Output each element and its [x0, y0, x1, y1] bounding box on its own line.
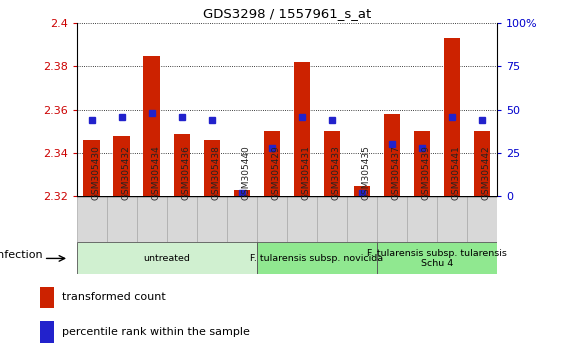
Bar: [257, 242, 377, 274]
Bar: [264, 131, 280, 196]
Text: GSM305436: GSM305436: [182, 145, 191, 200]
Text: GSM305432: GSM305432: [122, 145, 131, 200]
Text: GSM305437: GSM305437: [392, 145, 401, 200]
Text: GSM305434: GSM305434: [152, 145, 161, 200]
Text: GSM305441: GSM305441: [452, 145, 461, 200]
Bar: [354, 185, 370, 196]
Bar: [173, 133, 190, 196]
Bar: [107, 196, 137, 242]
Bar: [317, 196, 347, 242]
Bar: [257, 196, 287, 242]
Bar: [347, 196, 377, 242]
Bar: [324, 131, 340, 196]
Text: GSM305431: GSM305431: [302, 145, 311, 200]
Bar: [444, 38, 460, 196]
Bar: [40, 287, 54, 308]
Bar: [414, 131, 430, 196]
Text: F. tularensis subsp. novicida: F. tularensis subsp. novicida: [250, 254, 383, 263]
Bar: [137, 196, 167, 242]
Bar: [77, 196, 107, 242]
Text: GSM305435: GSM305435: [362, 145, 371, 200]
Text: GSM305442: GSM305442: [482, 145, 491, 200]
Bar: [227, 196, 257, 242]
Text: transformed count: transformed count: [62, 292, 166, 302]
Bar: [197, 196, 227, 242]
Text: GSM305439: GSM305439: [422, 145, 431, 200]
Bar: [114, 136, 130, 196]
Bar: [233, 190, 250, 196]
Bar: [377, 242, 497, 274]
Bar: [287, 196, 317, 242]
Bar: [77, 242, 257, 274]
Text: GSM305433: GSM305433: [332, 145, 341, 200]
Bar: [203, 140, 220, 196]
Text: infection: infection: [0, 250, 42, 260]
Bar: [40, 321, 54, 343]
Text: GSM305438: GSM305438: [212, 145, 221, 200]
Text: F. tularensis subsp. tularensis
Schu 4: F. tularensis subsp. tularensis Schu 4: [367, 249, 507, 268]
Bar: [383, 114, 400, 196]
Bar: [407, 196, 437, 242]
Text: GSM305440: GSM305440: [242, 145, 251, 200]
Text: GSM305429: GSM305429: [272, 145, 281, 200]
Bar: [167, 196, 197, 242]
Text: untreated: untreated: [143, 254, 190, 263]
Title: GDS3298 / 1557961_s_at: GDS3298 / 1557961_s_at: [203, 7, 371, 21]
Bar: [377, 196, 407, 242]
Bar: [437, 196, 467, 242]
Bar: [294, 62, 310, 196]
Bar: [467, 196, 497, 242]
Text: GSM305430: GSM305430: [91, 145, 101, 200]
Bar: [474, 131, 490, 196]
Text: percentile rank within the sample: percentile rank within the sample: [62, 327, 250, 337]
Bar: [144, 56, 160, 196]
Bar: [83, 140, 100, 196]
